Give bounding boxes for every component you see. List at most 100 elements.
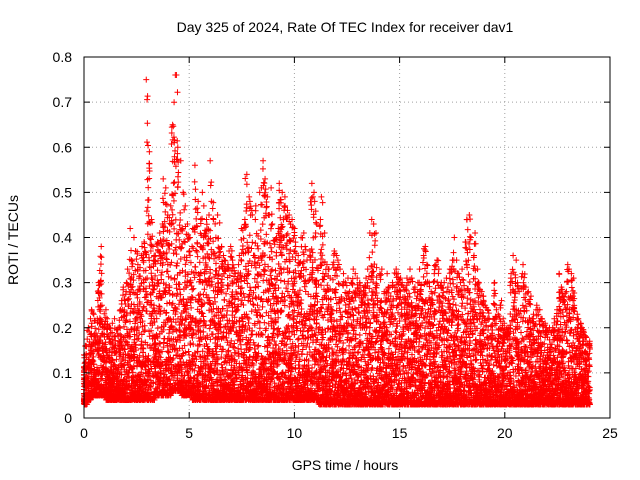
data-point [123,338,130,345]
data-point [145,196,152,203]
data-point [122,319,129,326]
data-point [241,216,248,223]
data-point [99,371,106,378]
data-point [182,261,189,268]
data-point [287,247,294,254]
data-point [170,180,177,187]
data-point [263,231,270,238]
data-point [170,250,177,257]
data-point [89,310,96,317]
data-point [268,184,275,191]
data-point [272,281,279,288]
data-point [97,253,104,260]
data-point [187,341,194,348]
data-point [98,254,105,261]
data-point [257,235,264,242]
data-point [129,260,136,267]
data-point [94,364,101,371]
data-point [296,287,303,294]
data-point [170,123,177,130]
chart-title: Day 325 of 2024, Rate Of TEC Index for r… [177,19,514,35]
data-point [259,165,266,172]
data-point [86,396,93,403]
y-axis-label: ROTI / TECUs [5,195,21,285]
data-point [216,219,223,226]
data-point [261,192,268,199]
data-point [173,251,180,258]
data-point [207,270,214,277]
data-point [124,296,131,303]
data-point [308,195,315,202]
data-point [191,162,198,169]
data-point [103,345,110,352]
data-point [124,341,131,348]
data-point [310,214,317,221]
data-point [245,319,252,326]
data-point [246,193,253,200]
data-point [252,216,259,223]
data-point [186,248,193,255]
data-point [97,337,104,344]
data-point [260,157,267,164]
data-point [268,244,275,251]
data-point [88,343,95,350]
data-point [120,362,127,369]
data-point [109,329,116,336]
data-point [284,269,291,276]
data-point [308,180,315,187]
data-point [110,372,117,379]
data-point [208,331,215,338]
data-point [126,270,133,277]
data-point [311,189,318,196]
data-point [259,221,266,228]
data-point [90,353,97,360]
data-point [101,310,108,317]
data-point [317,216,324,223]
data-point [169,191,176,198]
data-point [194,248,201,255]
data-point [97,290,104,297]
data-point [124,280,131,287]
data-point [171,99,178,106]
data-point [208,179,215,186]
data-point [218,276,225,283]
data-point [144,204,151,211]
data-point [92,325,99,332]
data-point [98,270,105,277]
data-point [168,140,175,147]
data-point [294,336,301,343]
data-point [174,144,181,151]
data-point [292,256,299,263]
data-point [165,349,172,356]
data-point [238,297,245,304]
data-point [173,262,180,269]
data-point [176,281,183,288]
data-point [255,245,262,252]
data-point [106,349,113,356]
data-point [207,182,214,189]
data-point [129,258,136,265]
data-point [244,340,251,347]
data-point [130,277,137,284]
data-point [92,330,99,337]
data-point [284,230,291,237]
data-point [203,221,210,228]
data-point [227,243,234,250]
data-point [177,157,184,164]
data-point [120,313,127,320]
data-point [277,277,284,284]
data-point [246,232,253,239]
data-point [252,284,259,291]
data-point [309,364,316,371]
data-point [194,253,201,260]
data-point [195,323,202,330]
data-point [106,335,113,342]
data-point [146,165,153,172]
data-point [292,243,299,250]
data-point [127,318,134,325]
data-point [102,314,109,321]
data-point [129,263,136,270]
data-point [276,180,283,187]
data-point [228,247,235,254]
data-point [228,254,235,261]
